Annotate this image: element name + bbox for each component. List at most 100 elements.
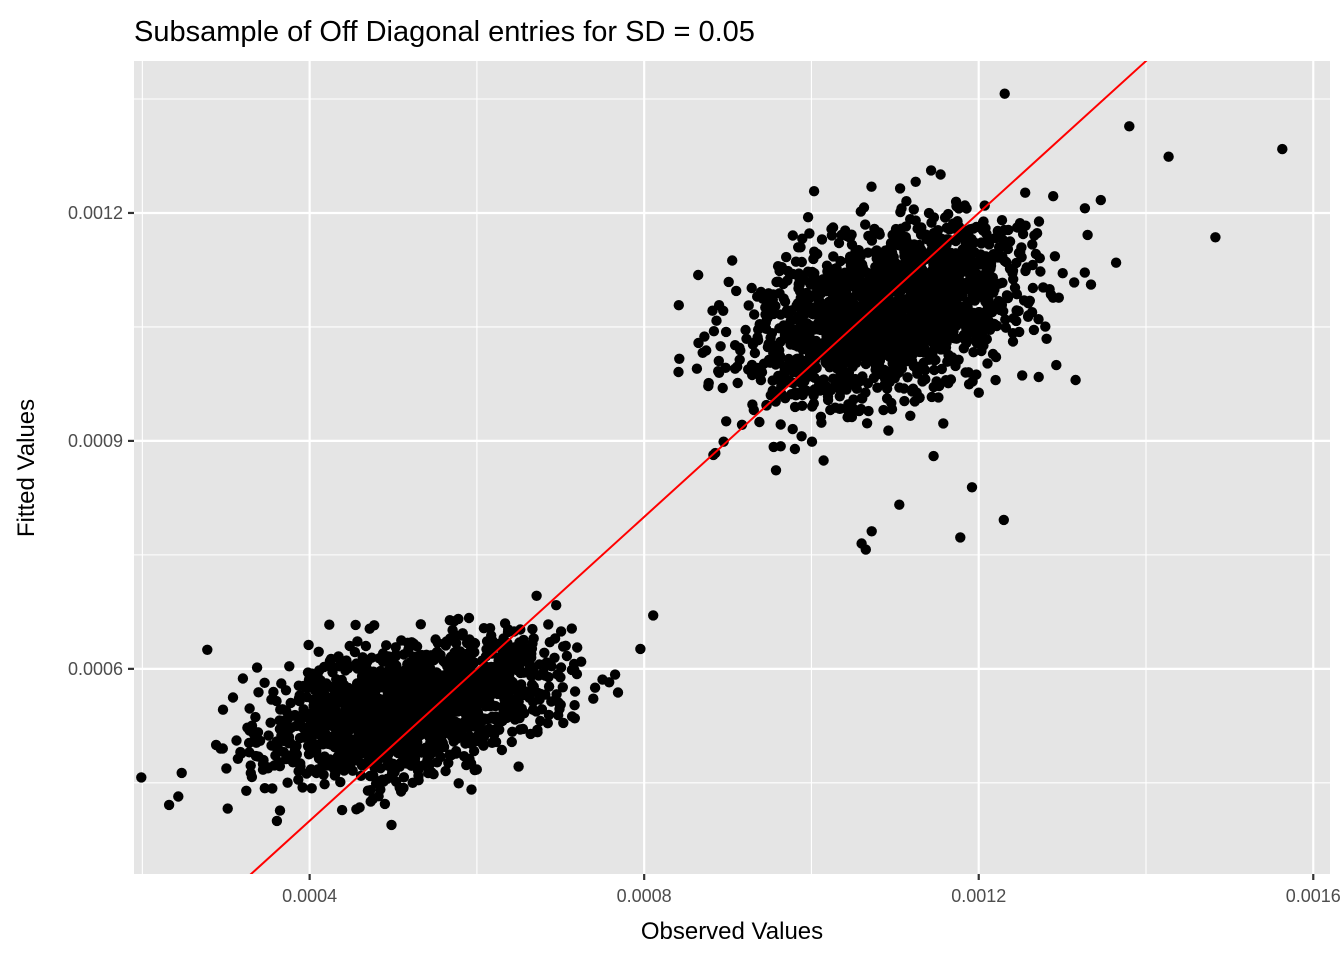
data-point bbox=[1007, 336, 1019, 347]
data-point bbox=[806, 302, 817, 313]
data-point bbox=[770, 465, 782, 476]
data-point bbox=[244, 703, 255, 714]
data-point bbox=[432, 637, 443, 649]
data-point bbox=[437, 737, 448, 749]
data-point bbox=[354, 721, 365, 732]
data-point bbox=[763, 354, 775, 365]
data-point bbox=[383, 746, 394, 757]
data-point bbox=[976, 345, 987, 357]
data-point bbox=[364, 770, 376, 782]
data-point bbox=[312, 670, 323, 681]
data-point bbox=[414, 730, 426, 741]
data-point bbox=[910, 272, 921, 284]
data-point bbox=[899, 337, 910, 349]
data-point bbox=[814, 296, 826, 307]
data-point bbox=[914, 324, 925, 335]
data-point bbox=[825, 404, 836, 416]
data-point bbox=[293, 766, 304, 777]
data-point bbox=[431, 667, 442, 678]
data-point bbox=[543, 671, 554, 683]
data-point bbox=[900, 295, 911, 306]
data-point bbox=[934, 334, 946, 345]
data-point bbox=[486, 737, 498, 748]
data-point bbox=[313, 708, 324, 719]
data-point bbox=[914, 392, 925, 404]
data-point bbox=[878, 340, 890, 351]
data-point bbox=[797, 233, 808, 244]
data-point bbox=[836, 229, 847, 241]
data-point bbox=[959, 200, 971, 211]
data-point bbox=[990, 374, 1001, 386]
data-point bbox=[763, 338, 774, 350]
data-point bbox=[673, 366, 684, 378]
data-point bbox=[431, 675, 442, 686]
data-point bbox=[982, 358, 993, 369]
data-point bbox=[1007, 328, 1019, 339]
data-point bbox=[754, 319, 765, 330]
data-point bbox=[526, 687, 537, 698]
data-point bbox=[787, 423, 798, 435]
data-point bbox=[951, 270, 962, 281]
data-point bbox=[1053, 292, 1065, 303]
data-point bbox=[985, 258, 997, 269]
data-point bbox=[1027, 239, 1038, 250]
data-point bbox=[385, 702, 397, 713]
data-point bbox=[1000, 322, 1012, 333]
data-point bbox=[546, 696, 557, 707]
data-point bbox=[430, 715, 441, 727]
outlier-point bbox=[860, 544, 871, 555]
data-point bbox=[569, 700, 580, 711]
data-point bbox=[807, 266, 818, 278]
data-point bbox=[884, 367, 895, 379]
data-point bbox=[510, 695, 522, 706]
data-point bbox=[847, 361, 858, 372]
data-point bbox=[895, 321, 907, 332]
data-point bbox=[960, 264, 972, 275]
data-point bbox=[551, 689, 562, 700]
data-point bbox=[885, 241, 896, 253]
data-point bbox=[569, 686, 581, 697]
data-point bbox=[395, 676, 406, 687]
data-point bbox=[424, 684, 435, 695]
data-point bbox=[736, 419, 748, 430]
data-point bbox=[713, 367, 725, 378]
data-point bbox=[391, 723, 402, 734]
data-point bbox=[997, 251, 1008, 262]
data-point bbox=[284, 661, 295, 672]
data-point bbox=[398, 649, 409, 660]
data-point bbox=[237, 673, 249, 684]
data-point bbox=[1024, 295, 1036, 306]
data-point bbox=[936, 363, 947, 375]
data-point bbox=[1027, 259, 1038, 271]
data-point bbox=[408, 638, 419, 649]
data-point bbox=[940, 375, 952, 386]
data-point bbox=[471, 699, 482, 711]
data-point bbox=[887, 266, 898, 278]
data-point bbox=[336, 722, 347, 734]
data-point bbox=[435, 751, 446, 763]
data-point bbox=[882, 377, 893, 388]
data-point bbox=[925, 165, 937, 176]
data-point bbox=[939, 294, 951, 306]
data-point bbox=[635, 643, 646, 655]
minor-gridlines bbox=[134, 61, 1330, 874]
data-point bbox=[774, 288, 785, 299]
data-point bbox=[527, 704, 539, 715]
data-point bbox=[265, 717, 276, 728]
data-point bbox=[439, 670, 450, 681]
data-point bbox=[466, 784, 477, 795]
data-point bbox=[1079, 267, 1091, 278]
data-point bbox=[789, 443, 801, 455]
data-point bbox=[352, 687, 363, 698]
data-point bbox=[274, 805, 286, 816]
data-point bbox=[519, 708, 530, 719]
data-point bbox=[535, 715, 546, 727]
data-point bbox=[806, 436, 818, 447]
data-point bbox=[941, 286, 953, 297]
data-point bbox=[267, 783, 278, 794]
data-point bbox=[506, 736, 517, 748]
data-point bbox=[934, 380, 945, 392]
y-tick-label: 0.0006 bbox=[68, 659, 123, 679]
data-point bbox=[893, 367, 904, 378]
data-point bbox=[833, 237, 845, 249]
